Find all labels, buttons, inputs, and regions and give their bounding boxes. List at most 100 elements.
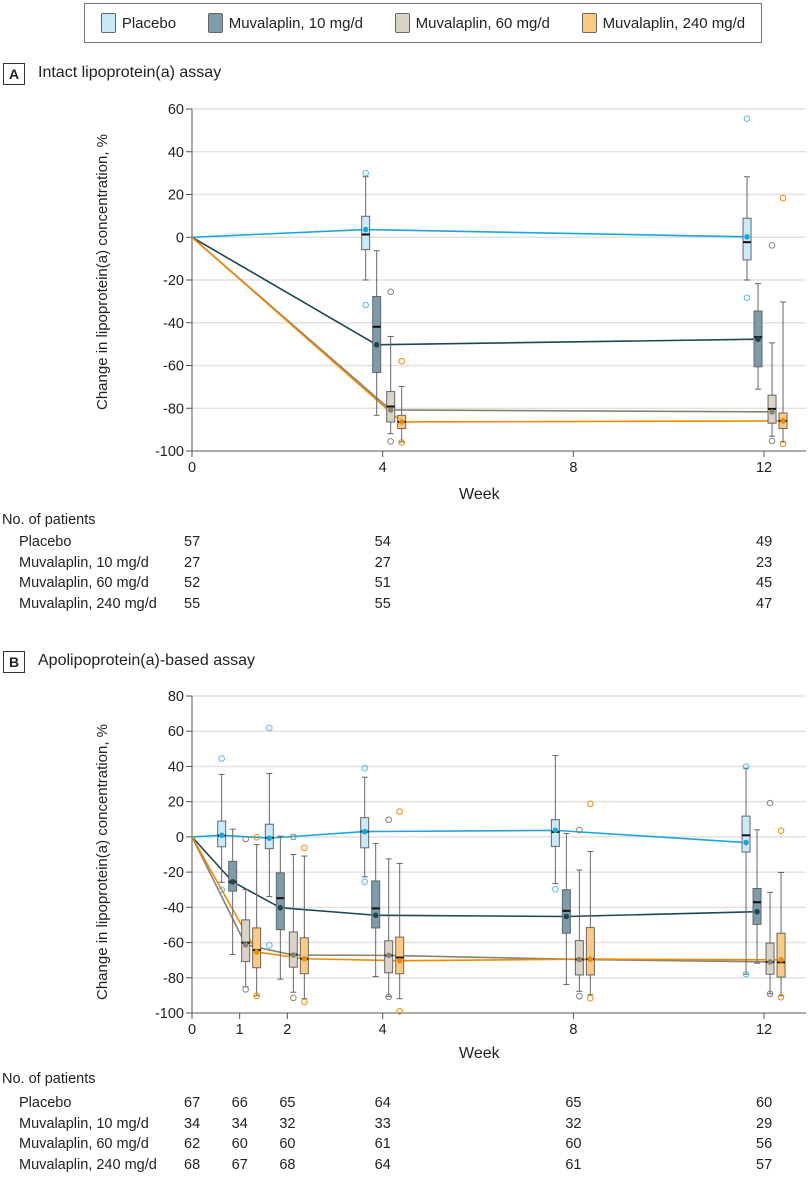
- mean-line-0: [191, 228, 748, 239]
- patients-count: 64: [374, 1095, 391, 1111]
- outlier: [587, 800, 594, 808]
- patients-count: 54: [374, 534, 391, 550]
- patients-count: 32: [279, 1115, 296, 1132]
- outlier: [742, 970, 750, 978]
- legend-label: Placebo: [121, 14, 177, 32]
- outlier: [742, 763, 750, 770]
- outlier: [362, 169, 369, 177]
- y-tick-label: -60: [163, 936, 184, 952]
- mean-point: [576, 956, 583, 963]
- mean-point: [218, 832, 225, 839]
- mean-point: [266, 835, 273, 841]
- outlier: [290, 994, 297, 1002]
- outlier: [385, 816, 392, 823]
- box: [228, 860, 238, 892]
- x-tick-label: 12: [756, 1022, 772, 1038]
- y-tick-label: 0: [176, 230, 184, 246]
- y-tick-label: -100: [155, 444, 184, 460]
- patients-count: 65: [279, 1095, 296, 1111]
- mean-point: [253, 949, 260, 955]
- legend: Placebo Muvalaplin, 10 mg/d Muvalaplin, …: [84, 3, 762, 43]
- patients-row-label: Placebo: [19, 1095, 72, 1111]
- outlier: [779, 440, 787, 448]
- y-tick-label: 80: [168, 689, 184, 705]
- patients-count: 66: [231, 1095, 248, 1111]
- mean-point: [387, 407, 394, 413]
- outlier: [587, 994, 594, 1002]
- legend-swatch: [100, 13, 116, 33]
- mean-line-1: [191, 836, 758, 918]
- outlier: [362, 301, 369, 309]
- panel-b-patients-table: No. of patients Placebo 67 66 65 64 65 60 Muvala…: [0, 1071, 808, 1196]
- panel-b-letter: B: [3, 651, 25, 673]
- x-tick-label: 1: [236, 1022, 244, 1038]
- box: [765, 942, 775, 975]
- patients-count: 64: [374, 1156, 391, 1173]
- patients-count: 62: [184, 1136, 201, 1152]
- patients-row-label: Muvalaplin, 10 mg/d: [19, 554, 149, 571]
- mean-point: [778, 957, 784, 963]
- y-tick-label: 40: [168, 759, 184, 775]
- patients-count: 29: [756, 1115, 773, 1132]
- panel-b-x-axis-label: Week: [459, 1045, 500, 1062]
- outlier: [218, 886, 225, 894]
- mean-point: [780, 418, 786, 424]
- legend-label: Muvalaplin, 60 mg/d: [415, 14, 550, 32]
- patients-row-label: Muvalaplin, 60 mg/d: [19, 1136, 149, 1152]
- patients-count: 34: [184, 1115, 201, 1132]
- mean-point: [563, 913, 570, 920]
- patients-count: 27: [374, 554, 391, 571]
- mean-point: [373, 341, 380, 348]
- mean-point: [385, 952, 392, 959]
- outlier: [768, 437, 776, 445]
- y-tick-label: -80: [163, 401, 184, 417]
- mean-line-2: [191, 236, 773, 413]
- panel-a-x-axis-label: Week: [459, 486, 500, 503]
- y-tick-label: -100: [155, 1006, 184, 1022]
- mean-point: [396, 957, 403, 964]
- outlier: [552, 885, 559, 893]
- y-tick-label: -60: [163, 359, 184, 375]
- outlier: [361, 878, 368, 886]
- mean-point: [755, 336, 761, 343]
- outlier: [361, 764, 368, 772]
- outlier: [398, 357, 405, 365]
- patients-count: 57: [756, 1156, 773, 1173]
- mean-point: [552, 827, 559, 834]
- patients-count: 32: [565, 1115, 582, 1132]
- box: [299, 937, 309, 975]
- box: [361, 215, 371, 251]
- x-tick-label: 8: [569, 1022, 577, 1038]
- outlier: [743, 115, 751, 122]
- y-tick-label: -40: [163, 316, 184, 332]
- x-tick-label: 4: [379, 1022, 387, 1038]
- mean-point: [362, 226, 369, 233]
- legend-swatch: [394, 13, 410, 33]
- mean-point: [372, 912, 379, 919]
- mean-point: [767, 959, 773, 965]
- patients-row-label: Muvalaplin, 240 mg/d: [19, 1156, 157, 1173]
- outlier: [301, 998, 308, 1006]
- patients-count: 47: [756, 595, 773, 612]
- patients-count: 33: [374, 1115, 391, 1132]
- box: [252, 927, 262, 969]
- outlier: [301, 844, 308, 852]
- patients-count: 68: [279, 1156, 296, 1173]
- x-tick-label: 2: [283, 1022, 291, 1038]
- box: [776, 932, 786, 978]
- legend-item-240mg: Muvalaplin, 240 mg/d: [581, 13, 745, 33]
- x-tick-label: 0: [188, 460, 196, 476]
- y-tick-label: 20: [168, 795, 184, 811]
- patients-count: 51: [374, 575, 391, 591]
- mean-point: [743, 839, 749, 846]
- legend-label: Muvalaplin, 10 mg/d: [228, 14, 363, 32]
- patients-count: 45: [756, 575, 773, 591]
- legend-item-60mg: Muvalaplin, 60 mg/d: [394, 13, 550, 33]
- outlier: [385, 993, 392, 1001]
- patients-count: 55: [374, 595, 391, 612]
- box: [741, 815, 751, 853]
- legend-swatch: [207, 13, 223, 33]
- patients-count: 55: [184, 595, 201, 612]
- y-tick-label: -20: [163, 273, 184, 289]
